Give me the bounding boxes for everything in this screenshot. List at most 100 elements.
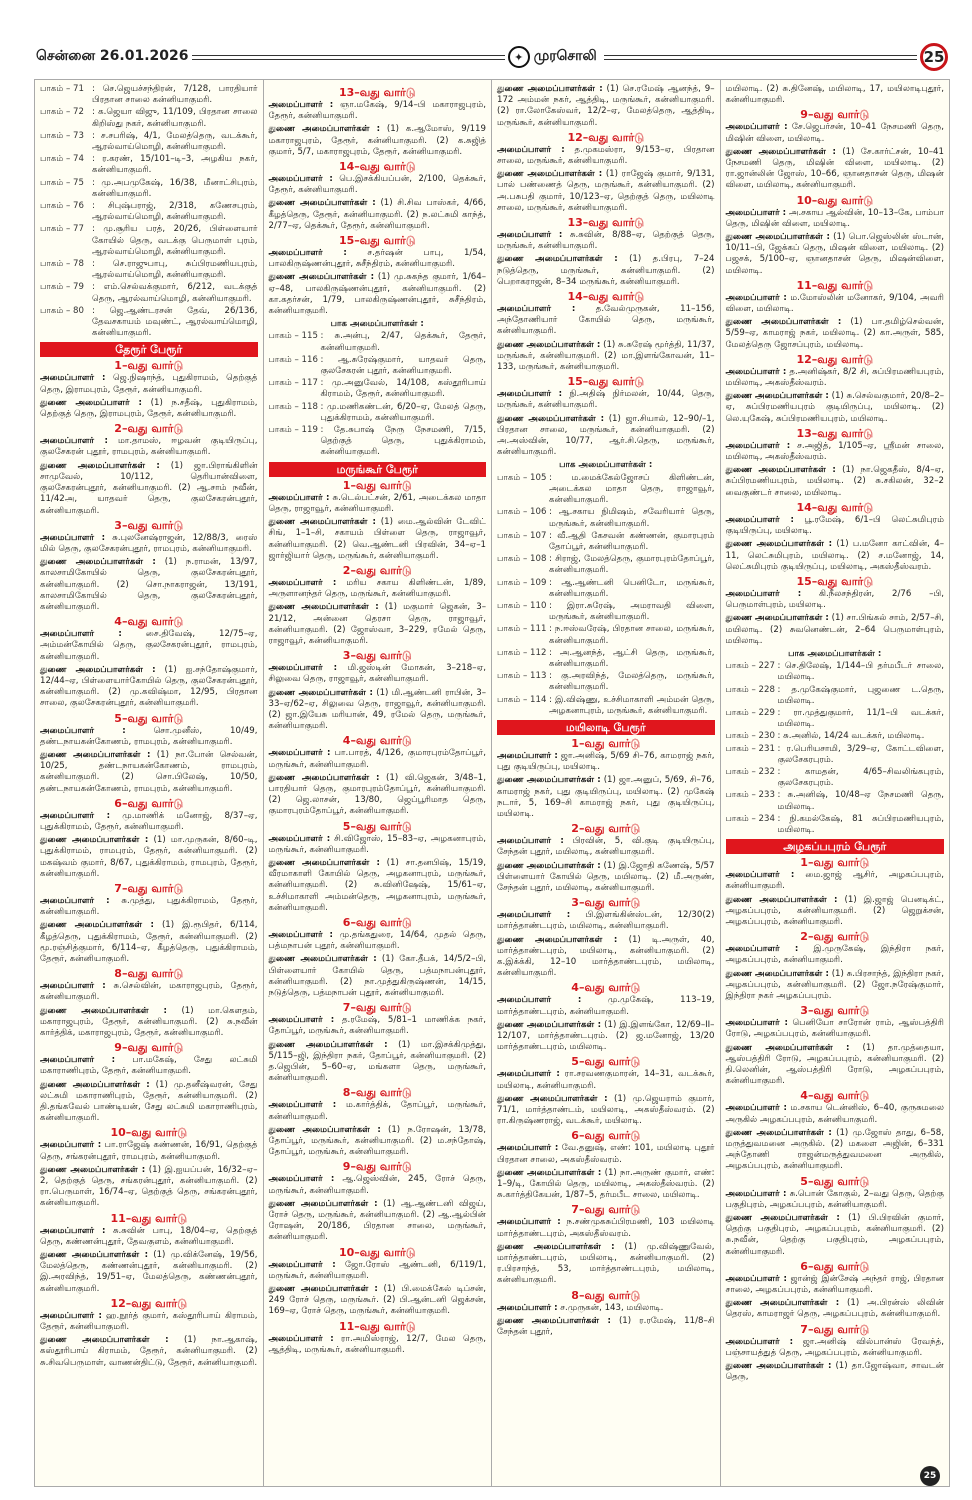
booth-entry: பாகம் – 74: ர.கரண், 15/101–டி–3, அழகிய ந…: [40, 154, 258, 176]
organiser-entry: துணை அமைப்பாளர்கள் : (1) இ.ஐயப்பன், 16/3…: [40, 1165, 258, 1210]
organiser-details: (1) சி.சிவ பாஸ்கர், 4/66, கீழத்தெரு, தேர…: [268, 198, 487, 231]
booth-entry: பாகம் – 234: நி.கமல்கேஷ், 81 சுப்பிரமணிய…: [726, 814, 945, 836]
organiser-entry: அமைப்பாளர் : ரா.சரவணகுமாரன், 14–31, வடக்…: [497, 1069, 715, 1091]
booth-organiser: : சிபுஷ்பராஜ், 2/318, கணேசபுரம், ஆரல்வாய…: [92, 201, 258, 223]
ward-heading: 7–வது வார்டு: [800, 1322, 870, 1336]
role-label: துணை அமைப்பாளர்கள் :: [725, 232, 830, 243]
organiser-details: ஹ.நூர்த் குமார், கஸ்தூரிபாய் கிராமம், தே…: [40, 1310, 258, 1333]
role-label: துணை அமைப்பாளர்கள் :: [268, 772, 380, 783]
booth-organisers-subheading: பாக அமைப்பாளர்கள் :: [788, 648, 882, 659]
role-label: அமைப்பாளர் :: [40, 810, 111, 821]
booth-number: பாகம் – 77: [40, 224, 84, 235]
role-label: துணை அமைப்பாளர்கள் :: [725, 613, 829, 624]
organiser-details: சு.செல்வின், மகாராஜபுரம், தேரூர், கன்னிய…: [40, 981, 258, 1003]
organiser-details: (1) ந.சதீஷ், புதுகிராமம், தெற்குத் தெரு,…: [40, 397, 258, 420]
booth-organiser: : சு.அனில், 14/24 வடக்கர், மயிலாடி.: [777, 731, 925, 742]
ward-heading: 6–வது வார்டு: [571, 1129, 641, 1143]
organiser-entry: அமைப்பாளர் : ம.சகாய டென்னிஸ், 6–40, குரு…: [726, 1103, 945, 1125]
organiser-entry: துணை அமைப்பாளர்கள் : (1) நா.அருண் குமார்…: [497, 1168, 715, 1202]
booth-number: பாகம் – 231: [725, 743, 775, 754]
role-label: அமைப்பாளர் :: [268, 1015, 335, 1026]
role-label: துணை அமைப்பாளர்கள் :: [268, 1124, 381, 1135]
booth-organiser: : ச.சபரிஷ், 4/1, மேலத்தெரு, வடக்கூர், ஆர…: [92, 130, 258, 153]
role-label: அமைப்பாளர் :: [268, 248, 347, 259]
role-label: அமைப்பாளர் :: [725, 207, 787, 218]
ward-heading: 3–வது வார்டு: [114, 518, 184, 532]
organiser-entry: அமைப்பாளர் : பி.இளங்கின்ஸ்டன், 12/30(2) …: [497, 910, 715, 932]
booth-entry: பாகம் – 117: மு.அனுவேல், 14/108, கஸ்தூரி…: [269, 378, 487, 400]
organiser-details: ந.சண்முகசுப்பிரமணி, 103 மயிலாடி மார்த்தா…: [497, 1217, 715, 1239]
organiser-details: (1) பொ.ஜெஸ்லின் ஸ்டான், 10/11–பி, ஜேக்கப…: [725, 232, 945, 276]
booth-number: பாகம் – 118: [268, 401, 318, 412]
footer-page-number: 25: [920, 1466, 940, 1486]
role-label: அமைப்பாளர் :: [268, 174, 333, 185]
ward-heading: 5–வது வார்டு: [342, 819, 412, 833]
role-label: துணை அமைப்பாளர்கள் :: [725, 1042, 850, 1053]
organiser-details: பெ.இசக்கியப்பன், 2/100, தெக்கூர், தேரூர்…: [268, 174, 486, 196]
organiser-entry: துணை அமைப்பாளர்கள் : (1) மு.சுகந்த குமார…: [269, 272, 487, 317]
organiser-entry: துணை அமைப்பாளர்கள் : (1) க.ஆமோஸ், 9/119 …: [269, 124, 487, 158]
ward-heading: 13–வது வார்டு: [796, 426, 874, 440]
organiser-entry: துணை அமைப்பாளர்கள் : (1) சா.தனபிஷ், 15/1…: [269, 858, 487, 914]
booth-number: பாகம் – 116: [268, 354, 318, 365]
booth-number: பாகம் – 79: [40, 282, 84, 293]
ward-heading: 12–வது வார்டு: [567, 130, 645, 144]
organiser-entry: அமைப்பாளர் : த.அனிஷ்கர், 8/2 சி, சுப்பிர…: [726, 367, 945, 389]
organiser-details: மயிலாடி. (2) சு.தினேஷ், மயிலாடி, 17, மயி…: [725, 84, 945, 106]
organiser-entry: அமைப்பாளர் : ஆ.ஜெஸ்வின், 245, ரோச் தெரு,…: [269, 1174, 487, 1196]
organiser-entry: துணை அமைப்பாளர்கள் : (1) நா.போன் செல்வன்…: [40, 750, 258, 795]
ward-heading: 13–வது வார்டு: [567, 216, 645, 230]
organiser-entry: துணை அமைப்பாளர்கள் : (1) பி.மைக்கேல் டிப…: [269, 1284, 487, 1318]
organiser-entry: அமைப்பாளர் : மி.ஜஸ்டின் மோகன், 3–218–ஏ, …: [269, 663, 487, 685]
role-label: அமைப்பாளர் :: [497, 389, 563, 400]
organiser-entry: துணை அமைப்பாளர்கள் : (1) ராஜேஷ் குமார், …: [497, 169, 715, 214]
organiser-entry: அமைப்பாளர் : இ.முருகேஷ், இந்திரா நகர், அ…: [726, 944, 945, 966]
role-label: துணை அமைப்பாளர்கள் :: [268, 272, 375, 283]
organiser-entry: அமைப்பாளர் : ஜெ.நிஷாந்த், புதுகிராமம், த…: [40, 373, 258, 395]
role-label: துணை அமைப்பாளர்கள் :: [497, 1167, 602, 1178]
booth-entry: பாகம் – 72: க.ஜெயா விஜு, 11/109, பிரதான …: [40, 107, 258, 129]
organiser-entry: அமைப்பாளர் : ஞா.மகேஷ், 9/14–பி மகாராஜபுர…: [269, 100, 487, 122]
organiser-details: (1) மு.விஷ்ணுவேல், மார்த்தாண்டபுரம், மயி…: [497, 1241, 715, 1286]
organiser-details: (1) ஜா.பிராங்கிளின் சாமுவேல், 10/112, தெ…: [40, 460, 258, 516]
booth-number: பாகம் – 233: [725, 790, 775, 801]
organiser-details: (1) மு.விக்னேஷ், 19/56, மேலத்தெரு, கண்ணன…: [40, 1250, 258, 1294]
organiser-entry: துணை அமைப்பாளர்கள் : (1) செ.ரமேஷ் ஆனந்த்…: [497, 84, 715, 129]
ward-heading: 15–வது வார்டு: [796, 574, 874, 588]
organiser-entry: அமைப்பாளர் : பெ.இசக்கியப்பன், 2/100, தெக…: [269, 174, 487, 196]
booth-organiser: : ஆ.சுரேஷ்குமார், யாதவர் தெரு, குலசேகரன்…: [320, 354, 487, 377]
booth-entry: பாகம் – 116: ஆ.சுரேஷ்குமார், யாதவர் தெரு…: [269, 355, 487, 377]
role-label: அமைப்பாளர் :: [725, 588, 802, 599]
organiser-entry: துணை அமைப்பாளர்கள் : (1) த.பிரபு, 7–24 ந…: [497, 254, 715, 288]
organiser-details: மை.ஜாஜ் ஆசிர், அழகப்பபுரம், கன்னியாகுமரி…: [725, 870, 945, 892]
organiser-entry: அமைப்பாளர் : ச.முருகன், 143, மயிலாடி.: [497, 1303, 715, 1314]
booth-entry: பாகம் – 111: ந.ஈஸ்வரேஷ், பிரதான சாலை, மர…: [497, 624, 715, 646]
role-label: அமைப்பாளர் :: [40, 1310, 102, 1321]
booth-number: பாகம் – 71: [40, 84, 84, 94]
ward-heading: 9–வது வார்டு: [114, 1041, 184, 1055]
ward-heading: 2–வது வார்டு: [342, 563, 412, 577]
organiser-entry: துணை அமைப்பாளர்கள் : (1) சு.செல்வகுமார்,…: [726, 391, 945, 425]
organiser-details: வே.தனுஷ், எண்: 101, மயிலாடி புதூர் பிரதா…: [497, 1143, 715, 1165]
role-label: துணை அமைப்பாளர்கள் :: [268, 124, 381, 135]
booth-entry: பாகம் – 105: ம.மைக்கேல்ஜோசப் கிளிண்டன், …: [497, 473, 715, 507]
organiser-entry: துணை அமைப்பாளர்கள் : (1) மகுமார் ஜெகன், …: [269, 602, 487, 647]
role-label: துணை அமைப்பாளர்கள் :: [497, 169, 603, 180]
organiser-entry: அமைப்பாளர் : த.வேல்முருகன், 11–156, அந்த…: [497, 304, 715, 338]
organiser-entry: துணை அமைப்பாளர்கள் : (1) சி.சிவ பாஸ்கர்,…: [269, 198, 487, 232]
booth-organisers-subheading: பாக அமைப்பாளர்கள் :: [559, 460, 653, 471]
ward-heading: 15–வது வார்டு: [338, 234, 416, 248]
organiser-entry: அமைப்பாளர் : சை.திவேஷ், 12/75–ஏ, அம்மன்க…: [40, 629, 258, 663]
column-3: துணை அமைப்பாளர்கள் : (1) செ.ரமேஷ் ஆனந்த்…: [492, 80, 721, 1486]
ward-heading: 4–வது வார்டு: [342, 734, 412, 748]
role-label: அமைப்பாளர் :: [40, 895, 110, 906]
booth-entry: பாகம் – 115: சு.அன்பு, 2/47, தெக்கூர், த…: [269, 331, 487, 353]
organiser-entry: துணை அமைப்பாளர் : (1) ந.சதீஷ், புதுகிராம…: [40, 398, 258, 420]
organiser-details: அ.சகாய ஆல்வின், 10–13–கே, பாம்பா தெரு, ம…: [725, 207, 944, 229]
booth-number: பாகம் – 112: [497, 647, 547, 658]
organiser-details: (1) நா.ஆகாஷ், கஸ்தூரிபாய் கிராமம், தேரூர…: [40, 1335, 258, 1368]
booth-number: பாகம் – 105: [497, 472, 547, 483]
organiser-entry: துணை அமைப்பாளர்கள் : (1) ஆ.ஆண்டனி விஜய்,…: [269, 1199, 487, 1244]
ward-heading: 10–வது வார்டு: [338, 1245, 416, 1259]
organiser-details: (1) இ.ரூபிதர், 6/114, கீழத்தெரு, புதுக்க…: [40, 920, 258, 964]
